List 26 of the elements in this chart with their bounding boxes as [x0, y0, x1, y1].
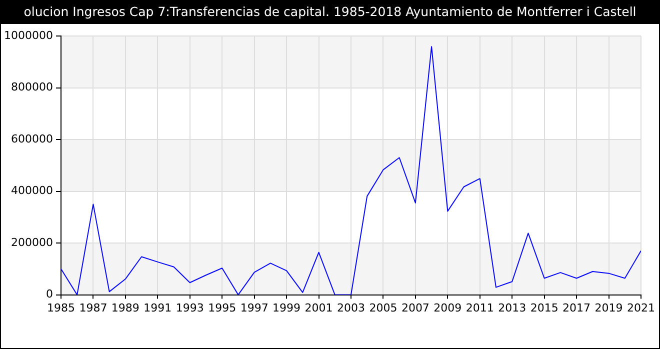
x-tick-label: 2005: [369, 301, 398, 314]
x-tick-label: 1995: [208, 301, 236, 314]
x-tick-label: 1997: [240, 301, 268, 314]
x-tick-label: 1993: [176, 301, 204, 314]
x-tick-label: 2019: [594, 301, 623, 314]
x-tick-label: 2001: [304, 301, 333, 314]
y-tick-label: 200000: [10, 236, 53, 249]
y-tick-label: 400000: [10, 184, 53, 198]
y-tick-label: 800000: [10, 80, 53, 94]
x-tick-label: 2017: [562, 301, 591, 314]
y-tick-label: 1000000: [4, 28, 53, 42]
x-tick-label: 2007: [401, 301, 430, 314]
x-tick-label: 1991: [144, 301, 172, 314]
x-tick-label: 2009: [434, 301, 462, 314]
x-tick-label: 2015: [530, 301, 558, 314]
x-tick-label: 2011: [466, 301, 494, 314]
x-tick-label: 1987: [79, 301, 108, 314]
x-tick-label: 2021: [627, 301, 655, 314]
y-tick-label: 600000: [10, 132, 53, 146]
x-tick-label: 1985: [46, 301, 75, 314]
x-tick-label: 1989: [111, 301, 140, 314]
chart-title: olucion Ingresos Cap 7:Transferencias de capital. 1985-2018 Ayuntamiento de Montferrer i Castell: [0, 0, 660, 24]
x-tick-label: 1999: [272, 301, 301, 314]
y-tick-label: 0: [46, 288, 53, 301]
x-tick-label: 2013: [498, 301, 526, 314]
x-tick-label: 2003: [336, 301, 365, 314]
